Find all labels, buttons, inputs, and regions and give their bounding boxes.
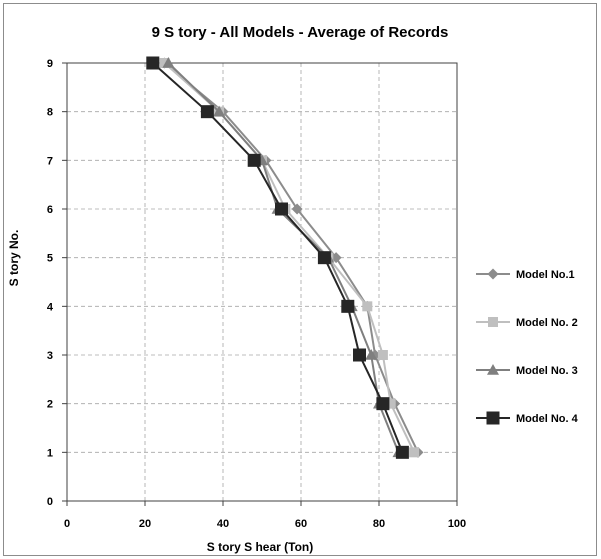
- series-4-point: [146, 56, 160, 70]
- legend-label-2: Model No. 2: [516, 317, 578, 329]
- y-tick-label: 4: [47, 301, 54, 313]
- series-4-point: [317, 251, 331, 265]
- legend-label-1: Model No.1: [516, 269, 575, 281]
- series-3-point: [162, 57, 175, 68]
- series-1-point: [330, 252, 342, 264]
- y-tick-label: 1: [47, 447, 53, 459]
- legend-marker-3: [487, 364, 499, 375]
- series-4-point: [275, 202, 288, 216]
- series-3-point: [365, 349, 378, 360]
- x-axis-title: S tory S hear (Ton): [207, 540, 313, 554]
- y-tick-label: 2: [47, 399, 53, 411]
- y-tick-label: 5: [47, 253, 53, 265]
- y-tick-label: 7: [47, 155, 53, 167]
- legend-marker-2: [488, 317, 498, 327]
- x-tick-label: 20: [139, 518, 151, 530]
- x-tick-label: 100: [448, 518, 466, 530]
- legend-marker-4: [486, 411, 500, 425]
- y-tick-label: 3: [47, 350, 53, 362]
- x-tick-label: 80: [373, 518, 385, 530]
- y-tick-label: 6: [47, 204, 53, 216]
- legend-label-3: Model No. 3: [516, 365, 578, 377]
- plot-area-border: [66, 62, 458, 502]
- series-4-point: [341, 299, 355, 313]
- series-2-point: [385, 398, 396, 409]
- series-4-point: [247, 153, 261, 167]
- series-2-point: [159, 58, 170, 68]
- series-3-point: [213, 105, 226, 117]
- series-4-point: [353, 348, 366, 362]
- series-2-point: [362, 301, 373, 312]
- legend-marker-1: [487, 268, 499, 280]
- chart-frame: [3, 3, 597, 556]
- chart-title: 9 S tory - All Models - Average of Recor…: [152, 24, 449, 41]
- series-1-point: [291, 203, 303, 215]
- y-axis-title: S tory No.: [7, 230, 21, 287]
- x-tick-label: 0: [64, 518, 70, 530]
- y-tick-label: 8: [47, 107, 53, 119]
- series-2-point: [409, 447, 420, 458]
- x-tick-label: 60: [295, 518, 307, 530]
- series-4-point: [376, 397, 390, 411]
- legend-label-4: Model No. 4: [516, 413, 579, 425]
- series-2-point: [377, 350, 388, 360]
- y-tick-label: 9: [47, 58, 53, 70]
- series-4-point: [395, 445, 409, 459]
- y-tick-label: 0: [47, 496, 53, 508]
- series-4-point: [200, 105, 214, 119]
- x-tick-label: 40: [217, 518, 229, 530]
